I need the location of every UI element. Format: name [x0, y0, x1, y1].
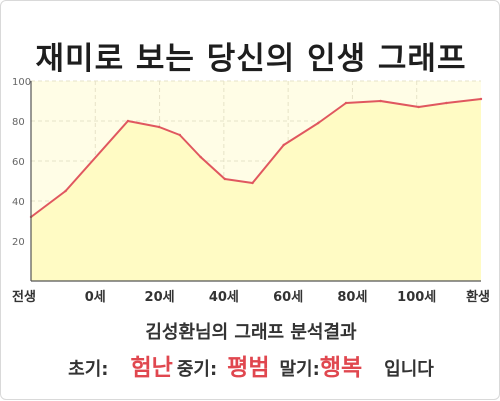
analysis-subtitle: 김성환님의 그래프 분석결과 [145, 322, 357, 343]
life-data-point [223, 177, 227, 181]
life-data-point [251, 181, 254, 185]
late-value: 행복 [319, 355, 363, 381]
life-data-point [126, 119, 130, 123]
late-label: 말기: [279, 359, 320, 380]
summary-suffix: 입니다 [384, 359, 434, 380]
life-data-point [417, 105, 420, 109]
page-title: 재미로 보는 당신의 인생 그래프 [35, 41, 467, 77]
life-data-point [344, 101, 348, 105]
life-data-point [64, 189, 67, 193]
early-label: 초기: [68, 359, 109, 380]
x-tick-label: 100세 [397, 290, 436, 305]
life-data-point [445, 101, 448, 105]
life-data-point [157, 125, 161, 129]
x-tick-label: 20세 [145, 290, 175, 305]
y-tick-label: 80 [12, 117, 25, 128]
analysis-summary: 초기: 험난 중기: 평범 말기:행복 입니다 [1, 348, 500, 381]
y-tick-label: 40 [12, 197, 25, 208]
early-value: 험난 [130, 355, 173, 381]
x-tick-label: 전생 [12, 289, 36, 305]
life-data-point [317, 121, 320, 125]
mid-label: 중기: [176, 359, 218, 380]
mid-value: 평범 [227, 355, 270, 381]
y-tick-label: 60 [12, 157, 25, 168]
y-tick-label: 100 [12, 77, 31, 88]
x-tick-label: 80세 [337, 290, 367, 305]
life-data-point [178, 133, 182, 137]
life-data-point [379, 99, 382, 103]
x-tick-label: 0세 [85, 290, 106, 305]
x-tick-label: 환생 [466, 289, 490, 305]
life-area-fill [31, 99, 481, 281]
x-tick-label: 60세 [273, 290, 303, 305]
life-data-point [479, 97, 483, 101]
x-tick-label: 40세 [209, 290, 239, 305]
life-data-point [282, 143, 285, 147]
life-data-point [199, 155, 202, 159]
y-tick-label: 20 [12, 237, 25, 248]
